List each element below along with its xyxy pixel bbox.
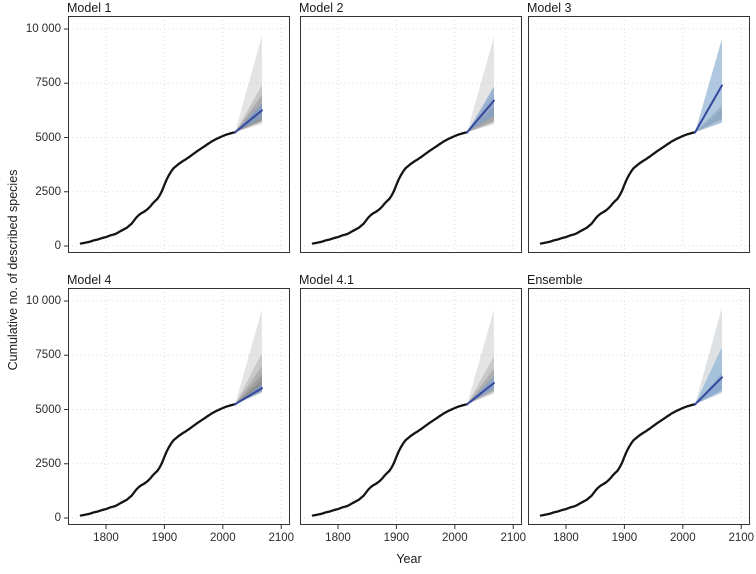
panel-border	[68, 288, 290, 525]
x-tick-label: 2000	[670, 532, 696, 544]
y-axis-title: Cumulative no. of described species	[6, 169, 20, 371]
y-tick-label: 10 000	[25, 23, 61, 35]
x-tick-label: 2000	[442, 532, 468, 544]
panel-plot-model-2	[300, 16, 522, 253]
gridlines	[68, 288, 290, 525]
x-tick-label: 1900	[611, 532, 638, 544]
panel-border	[300, 16, 522, 253]
y-tick-label: 7500	[35, 349, 61, 362]
panel-border	[300, 288, 522, 525]
historical-species-curve	[79, 403, 237, 517]
panel-plot-model-4.1	[300, 288, 522, 529]
y-tick-label: 5000	[35, 131, 61, 144]
y-tick-label: 0	[54, 240, 61, 252]
projection-median-line	[694, 376, 723, 406]
historical-species-curve	[539, 131, 697, 245]
panel-plot-model-3	[528, 16, 750, 253]
projection-median-line	[694, 84, 723, 134]
panel-background	[528, 288, 750, 525]
panel-title-model-2: Model 2	[299, 1, 344, 15]
panel-title-model-3: Model 3	[527, 1, 572, 15]
projection-uncertainty-fans	[467, 309, 494, 405]
y-tick-label: 2500	[35, 457, 61, 470]
projection-median-line	[466, 99, 495, 134]
panel-background	[300, 288, 522, 525]
x-tick-label: 1800	[93, 532, 119, 544]
y-tick-label: 2500	[35, 185, 61, 198]
y-tick-label: 5000	[35, 403, 61, 416]
panel-background	[300, 16, 522, 253]
panel-plot-ensemble	[528, 288, 750, 529]
x-tick-label: 1800	[325, 532, 351, 544]
panel-background	[528, 16, 750, 253]
x-tick-label: 2100	[268, 532, 295, 544]
axis-tick-marks	[64, 28, 68, 247]
historical-species-curve	[539, 403, 697, 517]
historical-species-curve	[311, 131, 469, 245]
panel-plot-model-4	[64, 288, 290, 529]
x-tick-label: 2000	[210, 532, 236, 544]
axis-tick-marks	[64, 300, 282, 529]
projection-median-line	[234, 387, 263, 406]
panel-border	[528, 16, 750, 253]
axis-tick-marks	[337, 525, 514, 529]
panel-border	[528, 288, 750, 525]
y-tick-label: 7500	[35, 77, 61, 90]
x-tick-label: 1900	[151, 532, 178, 544]
panel-border	[68, 16, 290, 253]
historical-species-curve	[311, 403, 469, 517]
x-axis-title: Year	[396, 552, 422, 566]
panel-title-ensemble: Ensemble	[527, 273, 583, 287]
x-tick-label: 1800	[553, 532, 579, 544]
x-tick-label: 1900	[383, 532, 410, 544]
y-tick-label: 10 000	[25, 295, 61, 307]
x-tick-label: 2100	[728, 532, 755, 544]
x-tick-label: 2100	[500, 532, 527, 544]
panel-title-model-4: Model 4	[67, 273, 112, 287]
panel-title-model-1: Model 1	[67, 1, 112, 15]
projection-uncertainty-fans	[235, 35, 262, 133]
y-tick-label: 0	[54, 512, 61, 524]
projection-median-line	[466, 382, 495, 406]
panel-title-model-4.1: Model 4.1	[299, 273, 354, 287]
panel-plot-model-1	[64, 16, 290, 253]
panel-background	[68, 288, 290, 525]
axis-tick-marks	[565, 525, 742, 529]
historical-species-curve	[79, 131, 237, 245]
projection-median-line	[234, 109, 263, 134]
panel-background	[68, 16, 290, 253]
